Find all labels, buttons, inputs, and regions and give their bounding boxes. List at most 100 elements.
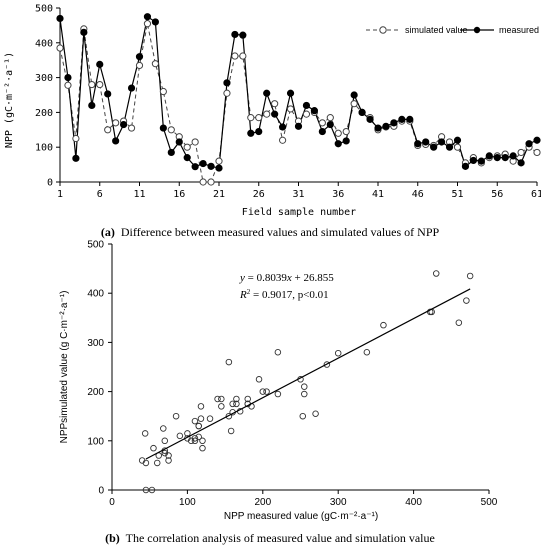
chart-a-x-axis-label: Field sample number xyxy=(242,207,356,218)
measured-point xyxy=(56,14,64,23)
simulated-point xyxy=(342,127,350,136)
chart-b-y-tick-label: 0 xyxy=(98,486,104,497)
chart-a-y-tick-label: 500 xyxy=(35,4,53,15)
scatter-point xyxy=(432,270,440,277)
simulated-point xyxy=(64,81,72,89)
measured-point xyxy=(350,91,358,99)
measured-point xyxy=(342,137,350,145)
measured-point xyxy=(302,101,311,110)
simulated-point xyxy=(167,126,175,134)
chart-a-x-tick-label: 56 xyxy=(491,189,503,200)
measured-point xyxy=(334,140,342,148)
chart-b-x-tick-label: 300 xyxy=(330,497,347,508)
measured-point xyxy=(175,138,183,146)
measured-point xyxy=(374,124,382,132)
scatter-point xyxy=(274,348,282,356)
simulated-point xyxy=(215,157,223,165)
caption-a-tag: (a) xyxy=(101,225,115,239)
measured-point xyxy=(183,154,191,162)
scatter-point xyxy=(191,417,199,425)
scatter-point xyxy=(172,412,180,420)
scatter-point xyxy=(466,272,474,280)
chart-b-y-tick-label: 300 xyxy=(87,338,104,349)
r2-r: R xyxy=(239,289,247,301)
scatter-point xyxy=(142,486,150,494)
simulated-point xyxy=(271,100,279,108)
scatter-point xyxy=(301,390,308,398)
measured-point xyxy=(231,30,239,39)
measured-point xyxy=(88,101,96,110)
scatter-point xyxy=(312,410,319,417)
scatter-point xyxy=(259,388,267,395)
chart-a-x-tick-label: 11 xyxy=(133,189,145,200)
chart-b-x-tick-label: 0 xyxy=(109,497,115,508)
simulated-point xyxy=(135,61,144,70)
chart-b-x-ticks: 0 100 200 300 400 500 xyxy=(109,490,498,508)
scatter-point xyxy=(455,319,463,326)
scatter-point xyxy=(197,403,205,410)
simulated-point xyxy=(143,20,152,28)
chart-a-x-ticks: 1 6 11 16 21 26 31 36 41 46 51 56 61 xyxy=(57,182,541,200)
simulated-point xyxy=(104,126,112,134)
simulated-point xyxy=(318,119,326,127)
measured-point xyxy=(151,18,159,26)
chart-a-y-tick-label: 100 xyxy=(35,143,53,154)
scatter-point xyxy=(463,297,470,304)
scatter-point xyxy=(225,358,233,366)
measured-point xyxy=(461,162,470,170)
chart-b-y-tick-label: 200 xyxy=(87,387,104,398)
simulated-point xyxy=(127,124,136,132)
measured-point xyxy=(247,129,255,137)
simulated-point xyxy=(255,114,263,122)
scatter-point xyxy=(299,412,307,420)
chart-b-points xyxy=(138,270,474,494)
scatter-point xyxy=(141,430,149,437)
simulated-point xyxy=(239,52,247,60)
legend-measured-label: measured value xyxy=(499,25,541,35)
scatter-point xyxy=(176,432,184,440)
scatter-point xyxy=(225,412,233,420)
chart-b-x-tick-label: 500 xyxy=(481,497,498,508)
simulated-point xyxy=(183,143,191,151)
chart-a-legend: simulated value measured value xyxy=(366,25,541,35)
scatter-point xyxy=(161,437,169,445)
simulated-point xyxy=(151,60,159,68)
measured-point xyxy=(445,143,454,151)
measured-point xyxy=(199,159,207,168)
chart-b-x-axis-label: NPP measured value (gC·m⁻²·a⁻¹) xyxy=(224,511,378,522)
measured-point xyxy=(80,28,88,36)
measured-point xyxy=(263,89,271,97)
simulated-point xyxy=(533,148,541,157)
simulated-point xyxy=(88,80,96,89)
chart-b-y-tick-label: 400 xyxy=(87,289,104,300)
simulated-point xyxy=(199,178,207,186)
chart-a-x-tick-label: 21 xyxy=(213,189,225,200)
measured-point xyxy=(318,127,326,136)
measured-point xyxy=(294,122,303,130)
scatter-point xyxy=(187,437,195,445)
measured-point xyxy=(398,115,406,123)
chart-b-equation: y = 0.8039x + 26.855 xyxy=(239,272,334,284)
eq-rest: + 26.855 xyxy=(292,272,334,284)
measured-point xyxy=(223,79,231,87)
simulated-point xyxy=(279,136,287,144)
simulated-point xyxy=(223,89,231,97)
chart-a-y-tick-label: 300 xyxy=(35,73,53,84)
simulated-point xyxy=(517,148,525,157)
chart-b-r2: R2 = 0.9017, p<0.01 xyxy=(239,288,329,301)
measured-point xyxy=(159,124,167,132)
simulated-point xyxy=(350,100,358,108)
r2-sup: 2 xyxy=(247,288,251,296)
scatter-point xyxy=(165,457,172,464)
eq-y: y xyxy=(239,272,245,284)
scatter-point xyxy=(233,395,240,403)
measured-point xyxy=(96,60,104,68)
scatter-point xyxy=(161,449,169,457)
scatter-point xyxy=(263,388,270,395)
measured-point xyxy=(167,148,175,157)
measured-point xyxy=(533,136,541,144)
measured-point xyxy=(239,31,247,39)
simulated-point xyxy=(302,110,311,118)
scatter-point xyxy=(255,376,263,383)
